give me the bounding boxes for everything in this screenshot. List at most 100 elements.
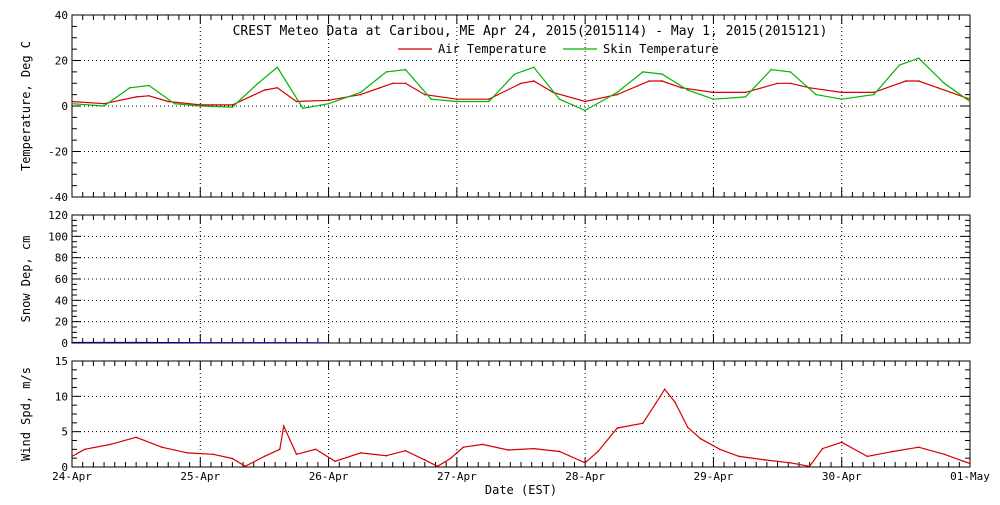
data-point	[232, 104, 234, 106]
data-point	[533, 67, 535, 69]
data-point	[584, 110, 586, 112]
data-point	[135, 96, 137, 98]
data-point	[488, 101, 490, 103]
data-point	[161, 446, 163, 448]
data-point	[187, 452, 189, 454]
data-point	[296, 453, 298, 455]
y-tick-label: 60	[55, 273, 68, 286]
x-axis-label: Date (EST)	[485, 483, 557, 497]
data-point	[328, 342, 330, 344]
data-point	[424, 459, 426, 461]
y-axis-label: Wind Spd, m/s	[19, 367, 33, 461]
data-point	[661, 73, 663, 75]
data-point	[110, 444, 112, 446]
data-point	[71, 342, 73, 344]
data-point	[648, 80, 650, 82]
data-point	[386, 455, 388, 457]
data-point	[296, 101, 298, 103]
data-point	[264, 342, 266, 344]
x-tick-label: 25-Apr	[180, 470, 220, 483]
y-axis-label: Temperature, Deg C	[19, 41, 33, 171]
data-point	[148, 85, 150, 87]
data-point	[559, 451, 561, 453]
data-point	[918, 80, 920, 82]
data-point	[103, 105, 105, 107]
data-point	[279, 449, 281, 451]
x-tick-label: 28-Apr	[565, 470, 605, 483]
y-tick-label: 0	[61, 100, 68, 113]
data-point	[514, 73, 516, 75]
data-point	[738, 456, 740, 458]
y-axis-label: Snow Dep, cm	[19, 236, 33, 323]
data-point	[770, 69, 772, 71]
data-point	[905, 80, 907, 82]
y-tick-label: 40	[55, 9, 68, 22]
data-point	[777, 82, 779, 84]
data-point	[424, 94, 426, 96]
data-point	[232, 458, 234, 460]
data-point	[899, 64, 901, 66]
data-point	[135, 437, 137, 439]
data-point	[700, 438, 702, 440]
x-tick-label: 30-Apr	[822, 470, 862, 483]
data-point	[841, 98, 843, 100]
data-point	[462, 446, 464, 448]
data-point	[969, 101, 971, 103]
data-point	[386, 71, 388, 73]
data-point	[790, 82, 792, 84]
y-tick-label: 20	[55, 316, 68, 329]
data-point	[264, 89, 266, 91]
y-tick-label: 5	[61, 426, 68, 439]
data-point	[199, 105, 201, 107]
y-tick-label: -20	[48, 146, 68, 159]
data-point	[713, 98, 715, 100]
y-tick-label: 15	[55, 355, 68, 368]
data-point	[745, 92, 747, 94]
data-point	[302, 107, 304, 109]
data-point	[597, 451, 599, 453]
data-point	[937, 87, 939, 89]
data-point	[450, 458, 452, 460]
data-point	[148, 95, 150, 97]
data-point	[873, 94, 875, 96]
data-point	[841, 441, 843, 443]
data-point	[507, 449, 509, 451]
data-point	[713, 92, 715, 94]
data-point	[815, 94, 817, 96]
x-tick-label: 29-Apr	[694, 470, 734, 483]
data-point	[841, 92, 843, 94]
data-point	[745, 96, 747, 98]
data-point	[944, 453, 946, 455]
data-point	[405, 69, 407, 71]
y-tick-label: 100	[48, 230, 68, 243]
data-point	[392, 82, 394, 84]
data-point	[867, 456, 869, 458]
data-point	[276, 87, 278, 89]
data-point	[430, 98, 432, 100]
data-point	[360, 92, 362, 94]
data-point	[328, 103, 330, 105]
data-point	[257, 82, 259, 84]
data-point	[437, 465, 439, 467]
data-point	[244, 465, 246, 467]
y-tick-label: 10	[55, 390, 68, 403]
data-point	[212, 453, 214, 455]
data-point	[71, 101, 73, 103]
data-point	[167, 101, 169, 103]
data-point	[488, 98, 490, 100]
data-point	[328, 100, 330, 102]
data-point	[642, 71, 644, 73]
data-point	[642, 422, 644, 424]
data-point	[687, 89, 689, 91]
data-point	[764, 459, 766, 461]
data-point	[276, 67, 278, 69]
data-point	[199, 342, 201, 344]
data-point	[918, 57, 920, 59]
data-point	[963, 461, 965, 463]
data-point	[661, 80, 663, 82]
data-point	[360, 94, 362, 96]
data-point	[822, 448, 824, 450]
